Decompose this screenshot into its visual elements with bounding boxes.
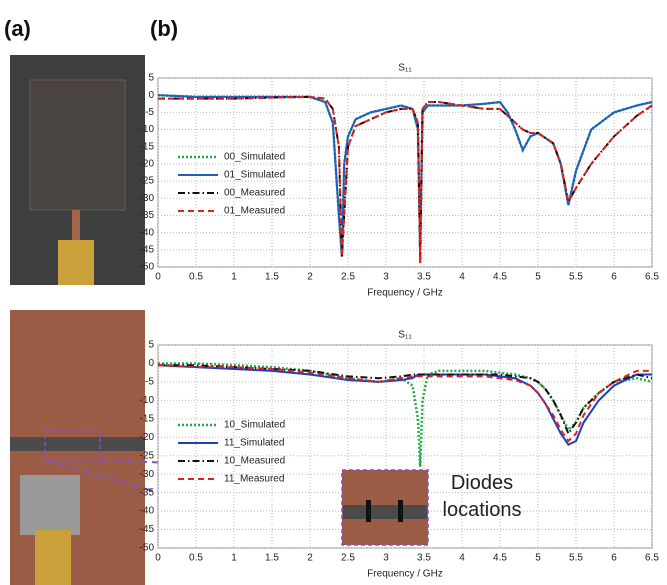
y-tick-label: -35 <box>140 487 155 498</box>
series-line <box>157 364 652 446</box>
x-tick-label: 1 <box>231 553 237 564</box>
x-tick-label: 5.5 <box>569 272 583 283</box>
y-tick-label: 5 <box>148 340 154 351</box>
y-tick-label: 0 <box>148 90 154 101</box>
legend-label: 11_Measured <box>224 474 284 485</box>
connector <box>20 475 80 535</box>
connector <box>58 240 94 285</box>
x-tick-label: 5 <box>535 272 541 283</box>
x-tick-label: 6.5 <box>645 272 659 283</box>
x-tick-label: 0.5 <box>189 272 203 283</box>
x-tick-label: 4 <box>459 553 465 564</box>
series-line <box>158 95 653 264</box>
x-tick-label: 4 <box>459 272 465 283</box>
x-tick-label: 5 <box>535 553 541 564</box>
y-tick-label: -40 <box>140 227 155 238</box>
chart-title: S₁₁ <box>398 330 412 341</box>
legend-label: 01_Measured <box>224 206 285 217</box>
x-tick-label: 1.5 <box>265 272 279 283</box>
legend-label: 00_Measured <box>224 188 285 199</box>
y-tick-label: -50 <box>140 543 155 554</box>
legend-label: 00_Simulated <box>224 152 285 163</box>
y-tick-label: -50 <box>140 262 155 273</box>
series-line <box>158 364 653 436</box>
x-tick-label: 3 <box>383 272 389 283</box>
x-axis-label: Frequency / GHz <box>367 288 443 299</box>
x-tick-label: 1.5 <box>265 553 279 564</box>
x-tick-label: 6 <box>611 553 617 564</box>
diode <box>366 500 371 522</box>
x-tick-label: 0 <box>155 553 161 564</box>
x-tick-label: 0.5 <box>189 553 203 564</box>
x-tick-label: 2 <box>307 272 313 283</box>
x-tick-label: 6 <box>611 272 617 283</box>
x-tick-label: 5.5 <box>569 553 583 564</box>
strip <box>10 437 145 451</box>
y-tick-label: -30 <box>140 469 155 480</box>
x-tick-label: 2 <box>307 553 313 564</box>
annotation: Diodes locations <box>442 472 522 521</box>
y-tick-label: -10 <box>140 395 155 406</box>
x-tick-label: 2.5 <box>341 272 355 283</box>
y-tick-label: -25 <box>140 450 155 461</box>
legend-label: 11_Simulated <box>224 438 284 449</box>
x-tick-label: 3.5 <box>417 272 431 283</box>
y-tick-label: -30 <box>140 193 155 204</box>
legend-label: 10_Measured <box>224 456 285 467</box>
y-tick-label: -15 <box>140 141 155 152</box>
patch-array <box>29 79 126 211</box>
panel-label: (b) <box>150 16 178 41</box>
y-tick-label: -5 <box>145 107 154 118</box>
x-tick-label: 0 <box>155 272 161 283</box>
x-tick-label: 4.5 <box>493 553 507 564</box>
series-line <box>157 364 652 443</box>
y-tick-label: -20 <box>140 159 155 170</box>
x-tick-label: 4.5 <box>493 272 507 283</box>
x-tick-label: 6.5 <box>645 553 659 564</box>
chart-title: S₁₁ <box>398 63 412 74</box>
y-tick-label: -5 <box>145 377 154 388</box>
legend-label: 10_Simulated <box>224 420 285 431</box>
x-axis-label: Frequency / GHz <box>367 569 443 580</box>
y-tick-label: -35 <box>140 210 155 221</box>
y-tick-label: 0 <box>148 358 154 369</box>
x-tick-label: 2.5 <box>341 553 355 564</box>
y-tick-label: -20 <box>140 432 155 443</box>
connector <box>35 530 71 585</box>
inset-strip <box>343 505 427 519</box>
zoom-box <box>44 429 101 461</box>
x-tick-label: 3.5 <box>417 553 431 564</box>
feed-line <box>72 210 80 240</box>
y-tick-label: 5 <box>148 73 154 84</box>
y-tick-label: -45 <box>140 244 155 255</box>
diode <box>398 500 403 522</box>
y-tick-label: -45 <box>140 524 155 535</box>
legend-label: 01_Simulated <box>224 170 285 181</box>
y-tick-label: -15 <box>140 413 155 424</box>
y-tick-label: -10 <box>140 124 155 135</box>
y-tick-label: -40 <box>140 506 155 517</box>
x-tick-label: 1 <box>231 272 237 283</box>
x-tick-label: 3 <box>383 553 389 564</box>
panel-label: (a) <box>4 16 31 41</box>
y-tick-label: -25 <box>140 176 155 187</box>
